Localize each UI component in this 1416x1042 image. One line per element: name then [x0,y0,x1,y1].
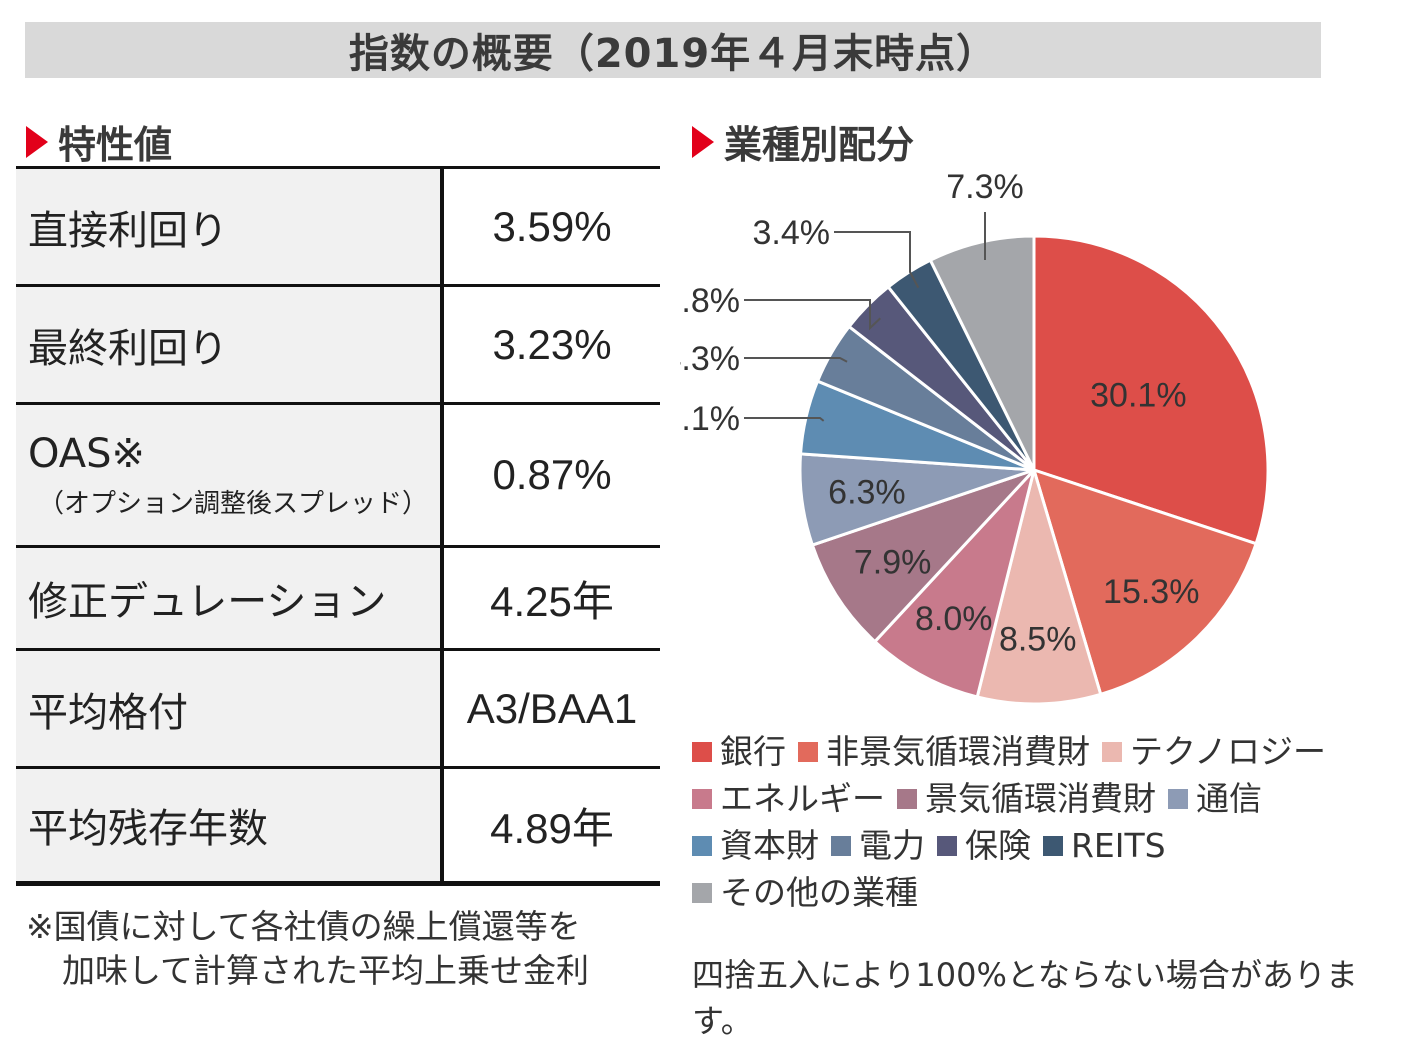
legend-swatch [692,742,712,762]
pie-slice-label: 30.1% [1090,377,1186,415]
pie-slice-label: 3.4% [753,214,831,252]
legend-swatch [1043,836,1063,856]
property-label: 最終利回り [16,285,444,404]
pie-slice-label: 8.5% [999,620,1077,658]
legend-label: エネルギー [720,779,885,818]
legend-label: 非景気循環消費財 [826,732,1090,771]
property-label: OAS※ （オプション調整後スプレッド） [16,403,444,547]
section-title-sector-text: 業種別配分 [724,123,915,167]
legend-item: 資本財 [692,823,819,869]
legend-item: エネルギー [692,776,885,822]
table-row: 平均残存年数 4.89年 [16,767,660,884]
legend-swatch [897,789,917,809]
table-row: OAS※ （オプション調整後スプレッド） 0.87% [16,403,660,547]
pie-slice-label: 5.1% [680,400,740,438]
pie-slice-label: 7.9% [854,544,932,582]
table-row: 最終利回り 3.23% [16,285,660,404]
leader-line [744,299,881,331]
section-title-properties-text: 特性値 [58,123,173,167]
pie-slice [975,464,1103,706]
legend-label: 保険 [965,826,1031,865]
table-row: 直接利回り 3.59% [16,167,660,286]
legend-item: 非景気循環消費財 [798,729,1090,775]
legend-swatch [937,836,957,856]
pie-slice [1032,234,1270,546]
legend-item: 通信 [1168,776,1262,822]
property-label: 平均残存年数 [16,767,444,884]
triangle-marker-icon [26,125,48,158]
pie-slice-label: 15.3% [1103,573,1199,611]
legend-item: 景気循環消費財 [897,776,1156,822]
property-value: A3/BAA1 [466,684,638,732]
legend-label: テクノロジー [1130,732,1327,771]
legend-item: その他の業種 [692,870,918,916]
pie-leader-lines [744,212,986,422]
legend-label: 景気循環消費財 [925,779,1156,818]
property-label: 直接利回り [16,167,444,286]
pie-slice-label: 4.3% [680,340,740,378]
legend-item: REITS [1043,823,1166,869]
rounding-footnote: 四捨五入により100%とならない場合があります。 [692,956,1358,1040]
property-value: 3.59% [492,202,612,250]
legend-item: テクノロジー [1102,729,1326,775]
legend-label: REITS [1071,826,1166,865]
legend-swatch [692,836,712,856]
legend-item: 電力 [831,823,925,869]
legend-label: 資本財 [720,826,819,865]
property-label: 平均格付 [16,649,444,768]
property-value: 4.25年 [490,577,614,625]
properties-table: 直接利回り 3.59% 最終利回り 3.23% OAS※ （オプション調整後スプ… [16,166,660,886]
pie-labels: 30.1% 15.3% 8.5%8.0% 7.9% 6.3% 5.1% 4.3% 3.8% 3.… [680,168,1199,658]
leader-line [834,231,920,289]
triangle-marker-icon [692,125,714,158]
leader-line [744,417,825,422]
legend-item: 銀行 [692,729,786,775]
banner-title: 指数の概要（2019年４月末時点） [25,22,1321,78]
pie-slice [928,234,1036,471]
oas-note: ※国債に対して各社債の繰上償還等を 加味して計算された平均上乗せ金利 [26,905,589,993]
legend-label: 銀行 [720,732,786,771]
legend-label: 電力 [859,826,925,865]
pie-slice [810,468,1036,644]
pie-slice [1031,467,1258,697]
pie-slices [798,234,1270,706]
legend-swatch [692,883,712,903]
pie-slice-label: 3.8% [680,282,740,320]
legend-swatch [1168,789,1188,809]
section-title-sector: 業種別配分 [692,114,914,169]
legend-label: その他の業種 [720,873,918,912]
pie-slice-label: 6.3% [828,474,906,512]
table-row: 平均格付 A3/BAA1 [16,649,660,768]
oas-note-line1: ※国債に対して各社債の繰上償還等を [26,907,581,946]
pie-slice-label: 7.3% [946,168,1024,206]
property-sub-label: （オプション調整後スプレッド） [38,488,429,519]
sector-pie-chart: 30.1% 15.3% 8.5%8.0% 7.9% 6.3% 5.1% 4.3% 3.8% 3.… [680,168,1270,706]
oas-note-line2: 加味して計算された平均上乗せ金利 [62,951,590,990]
pie-slice [872,468,1036,699]
property-label: 修正デュレーション [16,546,444,650]
section-title-properties: 特性値 [26,114,172,169]
legend-item: 保険 [937,823,1031,869]
legend-swatch [831,836,851,856]
chart-legend: 銀行 非景気循環消費財 テクノロジーエネルギー 景気循環消費財 通信資本財 電力 保険 REI… [692,728,1402,916]
property-value: 0.87% [492,451,612,498]
legend-swatch [1102,742,1122,762]
legend-swatch [692,789,712,809]
leader-line [744,357,848,363]
property-value: 3.23% [492,320,612,368]
legend-swatch [798,742,818,762]
legend-label: 通信 [1196,779,1262,818]
table-row: 修正デュレーション 4.25年 [16,546,660,650]
pie-slice-label: 8.0% [915,600,993,638]
property-value: 4.89年 [490,804,614,852]
